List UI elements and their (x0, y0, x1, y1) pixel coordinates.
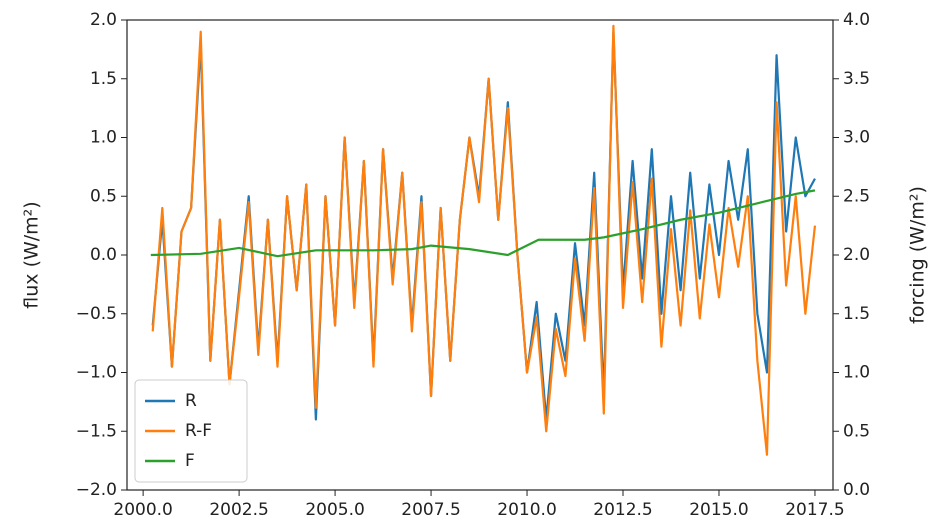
y2-tick-label: 0.5 (843, 421, 870, 441)
y2-tick-label: 3.0 (843, 128, 870, 148)
y2-tick-label: 2.5 (843, 186, 870, 206)
y-tick-label: −1.0 (76, 363, 117, 383)
y-tick-label: −0.5 (76, 304, 117, 324)
legend-box (134, 379, 248, 483)
plot-frame (126, 19, 834, 491)
x-tick-label: 2000.0 (113, 500, 172, 520)
y-tick-label: −2.0 (76, 480, 117, 500)
y-tick-label: 2.0 (90, 10, 117, 30)
y-axis-label: flux (W/m²) (21, 201, 43, 308)
y-tick-label: 0.5 (90, 186, 117, 206)
y2-tick-label: 3.5 (843, 69, 870, 89)
series-line (150, 189, 816, 258)
y2-tick-label: 2.0 (843, 245, 870, 265)
y2-tick-label: 4.0 (843, 10, 870, 30)
legend-label: F (185, 451, 195, 471)
y2-tick-label: 0.0 (843, 480, 870, 500)
y2-tick-label: 1.5 (843, 304, 870, 324)
series-line (151, 30, 816, 421)
y-tick-label: 1.5 (90, 69, 117, 89)
x-tick-label: 2010.0 (497, 500, 556, 520)
x-tick-label: 2012.5 (593, 500, 652, 520)
series-line (151, 24, 817, 456)
y-tick-label: 1.0 (90, 128, 117, 148)
x-tick-label: 2015.0 (689, 500, 748, 520)
y-tick-label: 0.0 (90, 245, 117, 265)
x-tick-label: 2017.5 (785, 500, 844, 520)
y-tick-label: −1.5 (76, 421, 117, 441)
legend-label: R (185, 391, 197, 411)
y2-tick-label: 1.0 (843, 363, 870, 383)
y2-axis-label: forcing (W/m²) (907, 186, 929, 324)
x-tick-label: 2002.5 (209, 500, 268, 520)
legend-label: R-F (185, 421, 212, 441)
x-tick-label: 2007.5 (401, 500, 460, 520)
x-tick-label: 2005.0 (305, 500, 364, 520)
